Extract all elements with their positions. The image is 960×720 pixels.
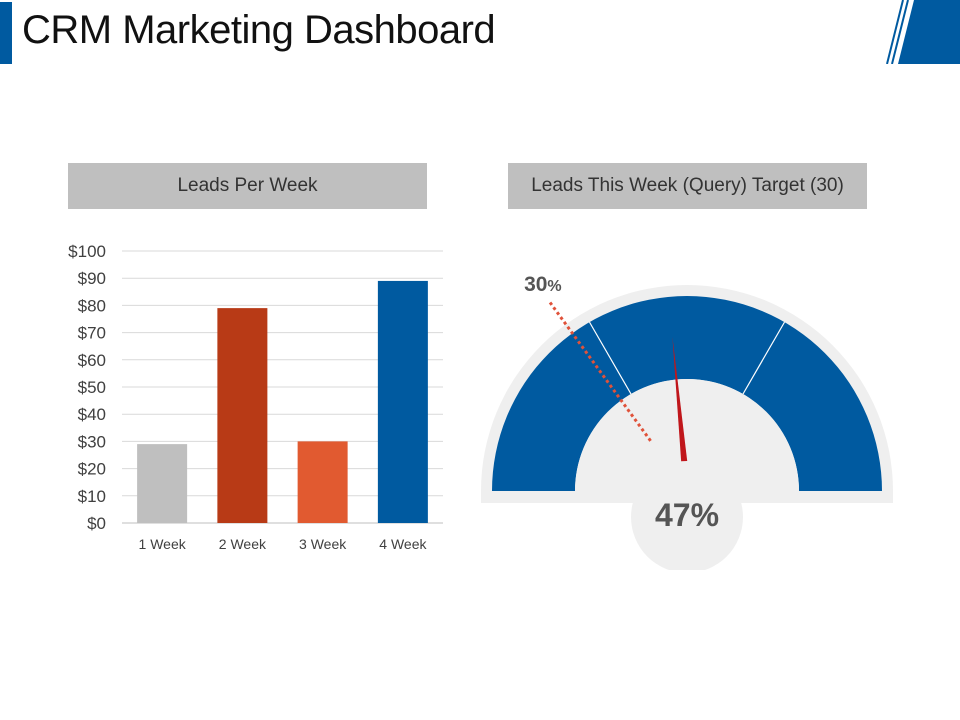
x-tick-label: 1 Week (139, 536, 187, 552)
y-tick-label: $10 (78, 487, 106, 506)
title-accent-bar (0, 2, 12, 64)
gauge-target-line (547, 299, 652, 442)
y-tick-label: $0 (87, 514, 106, 533)
gauge-band (492, 296, 882, 491)
y-tick-label: $30 (78, 432, 106, 451)
bar (217, 308, 268, 523)
leads-per-week-bar-chart: $0 $10 $20 $30 $40 $50 $60 $70 $80 $90 $100 1 Week 2… (68, 242, 443, 552)
page-title: CRM Marketing Dashboard (22, 8, 496, 52)
bar (137, 444, 188, 523)
gauge-needle (672, 336, 692, 502)
y-tick-label: $100 (68, 242, 106, 261)
x-tick-label: 4 Week (379, 536, 427, 552)
y-tick-label: $40 (78, 405, 106, 424)
gauge-divider (588, 321, 632, 395)
y-tick-label: $80 (78, 296, 106, 315)
bar (297, 441, 348, 523)
gauge-target-label: 30% (524, 273, 562, 296)
gauge-value-bubble (631, 461, 743, 570)
x-tick-label: 2 Week (219, 536, 267, 552)
gauge-chart-header: Leads This Week (Query) Target (30) (508, 163, 867, 209)
bar (377, 280, 428, 523)
leads-this-week-gauge: 47% 30% (481, 273, 893, 570)
gauge-divider (742, 321, 786, 395)
y-tick-label: $60 (78, 351, 106, 370)
gauge-target-unit: % (547, 278, 561, 295)
y-tick-label: $50 (78, 378, 106, 397)
gauge-target-number: 30 (524, 273, 547, 296)
y-tick-label: $20 (78, 460, 106, 479)
x-tick-label: 3 Week (299, 536, 347, 552)
y-tick-label: $70 (78, 324, 106, 343)
bar-chart-header: Leads Per Week (68, 163, 427, 209)
y-tick-label: $90 (78, 269, 106, 288)
gauge-value-label: 47% (655, 497, 719, 533)
corner-decoration (886, 0, 960, 64)
gauge-inner-disc (575, 379, 799, 491)
